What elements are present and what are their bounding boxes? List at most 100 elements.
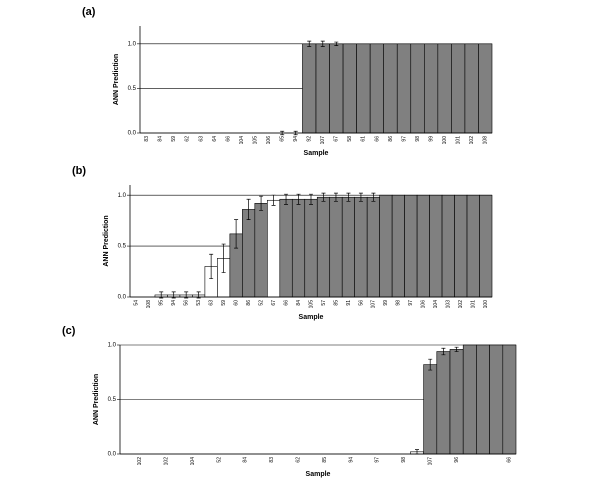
bar bbox=[366, 196, 380, 298]
x-tick-label: 56 bbox=[184, 300, 190, 306]
y-tick-label: 0.5 bbox=[108, 397, 117, 403]
y-tick-label: 0.0 bbox=[108, 452, 117, 458]
x-tick-label: 63 bbox=[198, 136, 204, 142]
x-tick-label: 106 bbox=[421, 300, 427, 309]
x-tick-label: 67 bbox=[334, 136, 340, 142]
x-tick-label: 94 bbox=[171, 300, 177, 306]
error-bar bbox=[346, 192, 351, 202]
x-tick-label: 103 bbox=[446, 300, 452, 309]
bar bbox=[441, 194, 455, 298]
error-bar bbox=[271, 194, 276, 206]
error-bar bbox=[307, 40, 312, 47]
y-axis-label: ANN Prediction bbox=[93, 374, 100, 425]
bar bbox=[302, 43, 317, 134]
x-axis-label: Sample bbox=[299, 314, 324, 321]
x-tick-label: 107 bbox=[371, 300, 377, 309]
x-tick-label: 54 bbox=[134, 300, 140, 306]
x-tick-label: 94 bbox=[293, 136, 299, 142]
bar bbox=[479, 194, 493, 298]
x-tick-label: 66 bbox=[507, 457, 513, 463]
bar bbox=[423, 364, 438, 455]
bar bbox=[379, 194, 393, 298]
y-tick-label: 1.0 bbox=[128, 41, 137, 47]
x-tick-label: 83 bbox=[144, 136, 150, 142]
y-tick-label: 1.0 bbox=[108, 343, 117, 349]
error-bar bbox=[320, 40, 325, 47]
x-tick-label: 101 bbox=[455, 136, 461, 145]
y-tick-label: 0.0 bbox=[118, 295, 127, 301]
bar bbox=[437, 43, 452, 134]
x-tick-label: 86 bbox=[388, 136, 394, 142]
bar bbox=[254, 203, 268, 298]
x-tick-label: 107 bbox=[428, 457, 434, 466]
x-tick-label: 102 bbox=[469, 136, 475, 145]
error-bar bbox=[246, 198, 251, 220]
x-tick-label: 84 bbox=[158, 136, 164, 142]
x-tick-label: 58 bbox=[347, 136, 353, 142]
x-tick-label: 62 bbox=[296, 457, 302, 463]
x-tick-label: 84 bbox=[243, 457, 249, 463]
bar bbox=[449, 349, 464, 455]
error-bar bbox=[441, 347, 446, 356]
x-axis-label: Sample bbox=[306, 471, 331, 478]
x-tick-label: 59 bbox=[171, 136, 177, 142]
bar bbox=[410, 43, 425, 134]
bar bbox=[424, 43, 439, 134]
x-tick-label: 104 bbox=[239, 136, 245, 145]
panel-title: (a) bbox=[82, 6, 96, 18]
error-bar bbox=[309, 193, 313, 205]
x-tick-label: 66 bbox=[374, 136, 380, 142]
x-tick-label: 95 bbox=[159, 300, 165, 306]
x-tick-label: 92 bbox=[307, 136, 313, 142]
bar bbox=[451, 43, 466, 134]
bar bbox=[454, 194, 468, 298]
bar bbox=[464, 43, 479, 134]
x-tick-label: 56 bbox=[358, 300, 364, 306]
bar bbox=[304, 198, 318, 298]
x-tick-label: 52 bbox=[258, 300, 264, 306]
bar bbox=[316, 196, 331, 298]
bar bbox=[267, 199, 281, 298]
error-bar bbox=[334, 41, 339, 46]
x-tick-label: 104 bbox=[190, 457, 196, 466]
x-tick-label: 101 bbox=[471, 300, 477, 309]
error-bar bbox=[371, 192, 376, 202]
x-tick-label: 66 bbox=[225, 136, 231, 142]
bar bbox=[354, 196, 368, 298]
x-tick-label: 96 bbox=[454, 457, 460, 463]
x-tick-label: 97 bbox=[401, 136, 407, 142]
error-bar bbox=[259, 195, 264, 211]
y-axis-label: ANN Prediction bbox=[103, 215, 110, 266]
bar bbox=[329, 196, 343, 298]
bar bbox=[242, 209, 256, 298]
x-tick-label: 108 bbox=[483, 136, 489, 145]
x-tick-label: 99 bbox=[428, 136, 434, 142]
bar bbox=[429, 194, 443, 298]
y-tick-label: 1.0 bbox=[118, 193, 127, 199]
x-tick-label: 102 bbox=[164, 457, 170, 466]
error-bar bbox=[234, 219, 239, 249]
x-tick-label: 100 bbox=[483, 300, 489, 309]
x-tick-label: 105 bbox=[252, 136, 258, 145]
y-tick-label: 0.5 bbox=[128, 86, 137, 92]
x-tick-label: 59 bbox=[221, 300, 227, 306]
error-bar bbox=[296, 193, 301, 205]
x-tick-label: 97 bbox=[375, 457, 381, 463]
bar bbox=[404, 194, 418, 298]
x-tick-label: 63 bbox=[208, 300, 214, 306]
y-axis-label: ANN Prediction bbox=[113, 54, 120, 105]
x-tick-label: 105 bbox=[308, 300, 314, 309]
error-bar bbox=[333, 192, 338, 202]
panel-title: (c) bbox=[62, 325, 76, 337]
error-bar bbox=[284, 193, 289, 205]
error-bar bbox=[428, 358, 433, 371]
x-tick-label: 61 bbox=[361, 136, 367, 142]
x-tick-label: 57 bbox=[321, 300, 327, 306]
x-tick-label: 85 bbox=[333, 300, 339, 306]
panel-title: (b) bbox=[72, 165, 86, 177]
x-tick-label: 85 bbox=[322, 457, 328, 463]
x-tick-label: 98 bbox=[401, 457, 407, 463]
x-tick-label: 62 bbox=[185, 136, 191, 142]
error-bar bbox=[358, 192, 363, 202]
